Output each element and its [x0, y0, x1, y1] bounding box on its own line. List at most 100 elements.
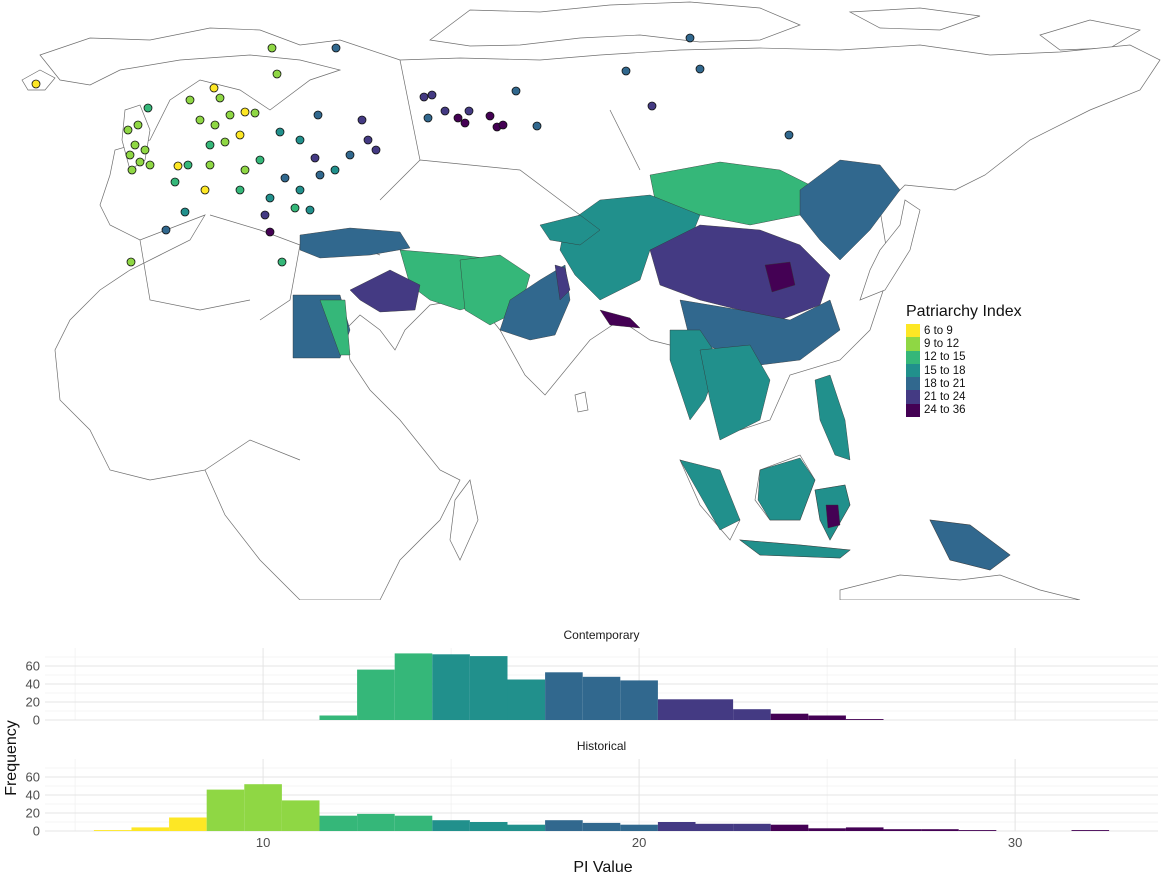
map-point: [215, 93, 225, 103]
map-point: [330, 165, 340, 175]
x-axis-label: PI Value: [573, 859, 632, 876]
map-point: [145, 160, 155, 170]
map-point: [427, 90, 437, 100]
map-point: [272, 69, 282, 79]
region-pakistan: [499, 264, 571, 341]
map-point: [173, 161, 183, 171]
map-point: [498, 120, 508, 130]
histogram-bar: [319, 715, 358, 720]
region-sulawesi-south: [825, 504, 841, 529]
historical-points: [31, 33, 794, 267]
legend-label: 9 to 12: [924, 337, 960, 350]
map-point: [305, 205, 315, 215]
map-point: [170, 177, 180, 187]
legend-item: 21 to 24: [906, 390, 1022, 404]
histogram-bar: [582, 822, 621, 831]
map-point: [210, 120, 220, 130]
map-point: [345, 150, 355, 160]
x-tick-label: 20: [632, 835, 646, 850]
map-point: [265, 227, 275, 237]
legend-label: 18 to 21: [924, 377, 966, 390]
histogram-bar: [281, 800, 320, 831]
panel-strip-title: Historical: [577, 739, 626, 753]
region-india-north: [554, 264, 571, 301]
map-point: [265, 193, 275, 203]
y-tick-label: 40: [26, 677, 40, 692]
region-java: [739, 539, 851, 559]
legend-label: 24 to 36: [924, 404, 966, 417]
map-point: [220, 137, 230, 147]
histogram-bar: [1071, 830, 1110, 831]
map-point: [280, 173, 290, 183]
histogram-bar: [582, 676, 621, 720]
y-tick-label: 20: [26, 806, 40, 821]
histogram-bar: [357, 669, 395, 720]
histogram-bar: [244, 784, 282, 831]
panel-historical: Historical 0 20 40 60: [26, 739, 1158, 839]
histogram-bar: [695, 823, 734, 831]
map-point: [511, 86, 521, 96]
region-borneo: [757, 457, 816, 521]
histogram-bar: [657, 699, 696, 720]
histogram-bar: [808, 715, 846, 720]
region-thailand-vietnam: [699, 344, 771, 441]
histogram-bar: [169, 817, 207, 831]
panel-strip-title: Contemporary: [563, 628, 639, 642]
histogram-bar: [131, 827, 170, 831]
legend-item: 15 to 18: [906, 363, 1022, 378]
map-point: [295, 135, 305, 145]
histogram-bar: [319, 815, 358, 831]
base-landmass: [21, 1, 1161, 600]
map-point: [125, 150, 135, 160]
legend-item: 12 to 15: [906, 350, 1022, 364]
map-point: [419, 92, 429, 102]
histogram-bar: [921, 829, 959, 831]
map-point: [255, 155, 265, 165]
y-tick-label: 0: [33, 713, 40, 728]
map-point: [250, 108, 260, 118]
histogram-bar: [206, 789, 245, 831]
histogram-bar: [883, 829, 922, 831]
histogram-bar: [357, 813, 395, 831]
histogram-bar: [620, 824, 658, 831]
map-point: [200, 185, 210, 195]
map-point: [363, 135, 373, 145]
map-point: [123, 125, 133, 135]
region-kazakh: [539, 214, 601, 246]
y-tick-label: 60: [26, 659, 40, 674]
histogram-bar: [469, 822, 508, 831]
histogram-bar: [845, 719, 884, 720]
y-tick-label: 60: [26, 770, 40, 785]
map-point: [260, 210, 270, 220]
panel-contemporary: Contemporary 0 20 40 60: [26, 628, 1158, 728]
legend-swatch: [906, 377, 920, 391]
map-point: [127, 165, 137, 175]
region-henan: [764, 261, 796, 293]
histogram-bar: [507, 679, 546, 720]
y-tick-label: 20: [26, 695, 40, 710]
histogram-bar: [469, 656, 508, 720]
map-point: [460, 118, 470, 128]
region-nepal: [599, 309, 641, 329]
map-point: [31, 79, 41, 89]
legend-item: 9 to 12: [906, 337, 1022, 351]
region-nile: [319, 299, 351, 356]
map-point: [784, 130, 794, 140]
map-point: [135, 157, 145, 167]
patriarchy-map: [21, 1, 1161, 600]
legend-swatch: [906, 337, 920, 351]
legend-swatch: [906, 324, 920, 338]
map-point: [532, 121, 542, 131]
legend-swatch: [906, 350, 920, 364]
map-point: [240, 107, 250, 117]
map-point: [235, 130, 245, 140]
map-point: [126, 257, 136, 267]
histogram-bar: [733, 823, 771, 831]
map-point: [453, 113, 463, 123]
histogram-bar: [695, 699, 734, 720]
region-malaya: [679, 459, 741, 531]
map-point: [621, 66, 631, 76]
map-point: [275, 127, 285, 137]
map-point: [277, 257, 287, 267]
